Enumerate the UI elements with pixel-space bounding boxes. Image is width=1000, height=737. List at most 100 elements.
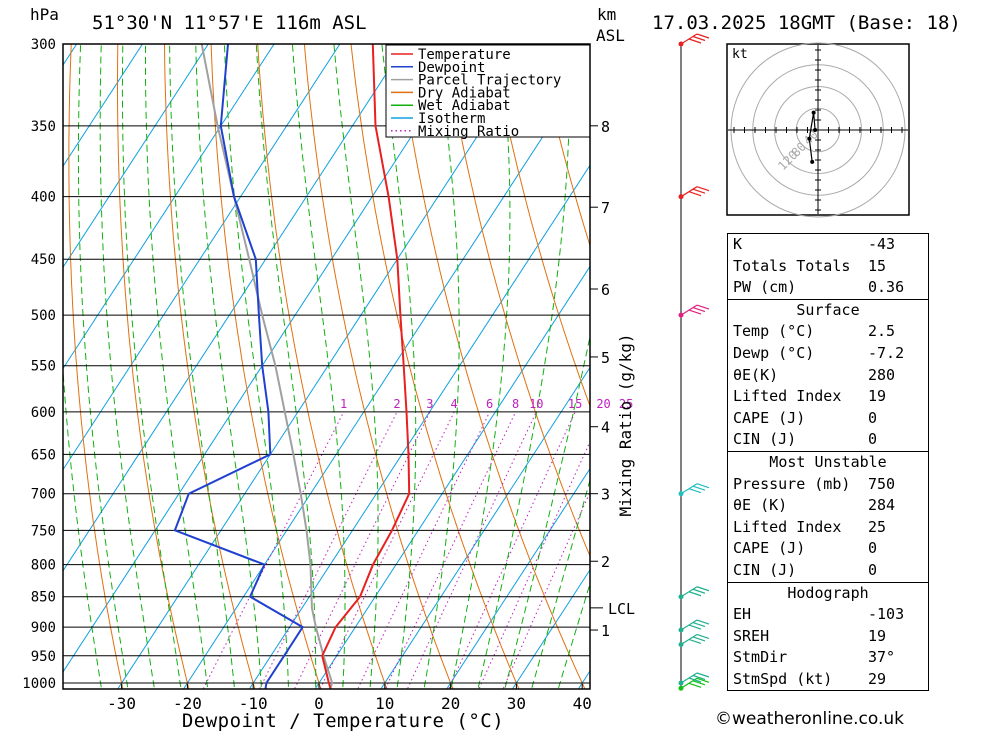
pressure-tick-label: 350 <box>31 119 56 135</box>
wet-adiabat-line <box>146 26 211 709</box>
wet-adiabat-line <box>170 26 237 709</box>
surface-label: Temp (°C) <box>733 321 814 343</box>
mixing-ratio-label: 4 <box>451 397 458 411</box>
surface-value: 280 <box>868 365 922 387</box>
height-tick-label: 4 <box>601 419 610 437</box>
mixing-ratio-line <box>311 412 455 709</box>
pressure-tick-label: 800 <box>31 558 56 574</box>
most-unstable-value: 25 <box>868 517 922 539</box>
most-unstable-row: Lifted Index 25 <box>728 517 928 539</box>
pressure-tick-label: 950 <box>31 649 56 665</box>
hodograph-stat-row: StmSpd (kt)29 <box>728 669 928 691</box>
surface-row: θE(K) 280 <box>728 365 928 387</box>
pressure-unit-label: hPa <box>30 5 59 24</box>
wind-barb-feather <box>697 673 709 677</box>
pressure-tick-label: 750 <box>31 523 56 539</box>
mixing-ratio-label: 15 <box>568 397 582 411</box>
index-value: 15 <box>868 256 922 278</box>
most-unstable-value: 0 <box>868 538 922 560</box>
wind-barb-feather <box>693 37 705 41</box>
hodograph-stat-row: StmDir 37° <box>728 647 928 669</box>
wind-barb-feather <box>697 34 709 38</box>
wet-adiabat-line <box>224 26 289 709</box>
index-value: 0.36 <box>868 277 922 299</box>
mixing-ratio-label: 10 <box>529 397 543 411</box>
wet-adiabat-line <box>291 26 345 709</box>
x-axis-title: Dewpoint / Temperature (°C) <box>182 710 504 732</box>
wind-barb-feather <box>697 187 709 191</box>
index-label: K <box>733 234 742 256</box>
hodograph-stat-label: StmDir <box>733 647 787 669</box>
surface-label: Lifted Index <box>733 386 841 408</box>
pressure-tick-label: 450 <box>31 252 56 268</box>
wind-barb-feather <box>689 192 701 196</box>
surface-value: 19 <box>868 386 922 408</box>
index-row: K-43 <box>728 234 928 256</box>
surface-label: θE(K) <box>733 365 778 387</box>
mixing-ratio-label: 1 <box>340 397 347 411</box>
height-tick-label: 8 <box>601 118 610 136</box>
mixing-ratio-line <box>398 412 536 709</box>
hodograph-point <box>810 160 814 164</box>
dry-adiabat-line <box>69 26 127 709</box>
pressure-tick-label: 600 <box>31 405 56 421</box>
wind-barb-feather <box>697 305 709 309</box>
temperature-tick-label: 40 <box>573 694 592 713</box>
wind-barb-feather <box>693 308 705 312</box>
most-unstable-label: Lifted Index <box>733 517 841 539</box>
surface-title: Surface <box>728 300 928 322</box>
height-tick-label: 3 <box>601 486 610 504</box>
location-label: 51°30'N 11°57'E 116m ASL <box>92 12 367 34</box>
surface-value: 0 <box>868 429 922 451</box>
most-unstable-row: CAPE (J)0 <box>728 538 928 560</box>
mixing-ratio-line <box>470 412 603 709</box>
mixing-ratio-label: 20 <box>596 397 610 411</box>
most-unstable-label: CIN (J) <box>733 560 796 582</box>
most-unstable-title: Most Unstable <box>728 452 928 474</box>
pressure-tick-label: 1000 <box>22 676 56 692</box>
wind-barb-feather <box>697 634 709 638</box>
hodograph-stat-label: SREH <box>733 626 769 648</box>
most-unstable-row: θE (K)284 <box>728 495 928 517</box>
surface-row: CIN (J) 0 <box>728 429 928 451</box>
surface-label: CAPE (J) <box>733 408 805 430</box>
surface-row: Dewp (°C)-7.2 <box>728 343 928 365</box>
isotherm-line <box>118 44 538 689</box>
hodograph-stat-row: EH-103 <box>728 604 928 626</box>
surface-row: Temp (°C) 2.5 <box>728 321 928 343</box>
lcl-label: LCL <box>608 600 635 618</box>
copyright-footer[interactable]: ©weatheronline.co.uk <box>715 709 904 729</box>
mixing-ratio-label: 6 <box>486 397 493 411</box>
wet-adiabat-line <box>332 26 378 709</box>
pressure-tick-label: 400 <box>31 190 56 206</box>
hodograph-stat-label: EH <box>733 604 751 626</box>
isotherm-line <box>184 44 604 689</box>
most-unstable-row: Pressure (mb)750 <box>728 474 928 496</box>
height-tick-label: 5 <box>601 349 610 367</box>
surface-label: CIN (J) <box>733 429 796 451</box>
wind-barb-feather <box>693 637 705 641</box>
wind-barb-feather <box>693 486 705 490</box>
km-unit-label: km <box>597 5 616 24</box>
most-unstable-row: CIN (J)0 <box>728 560 928 582</box>
hodograph-unit-label: kt <box>732 47 748 62</box>
hodograph-stat-value: 37° <box>868 647 922 669</box>
dry-adiabat-line <box>949 26 1000 709</box>
dry-adiabat-line <box>996 26 1000 709</box>
wind-barb-feather <box>693 623 705 627</box>
mixing-ratio-axis-title: Mixing Ratio (g/kg) <box>616 333 635 516</box>
most-unstable-label: θE (K) <box>733 495 787 517</box>
temperature-tick-label: -30 <box>107 694 136 713</box>
wind-barb-feather <box>697 587 709 591</box>
surface-value: 2.5 <box>868 321 922 343</box>
pressure-tick-label: 850 <box>31 590 56 606</box>
temperature-line <box>322 44 409 694</box>
wind-barb-feather <box>697 484 709 488</box>
height-tick-label: 1 <box>601 622 610 640</box>
height-tick-label: 6 <box>601 281 610 299</box>
most-unstable-label: Pressure (mb) <box>733 474 850 496</box>
wet-adiabat-line <box>100 26 157 709</box>
